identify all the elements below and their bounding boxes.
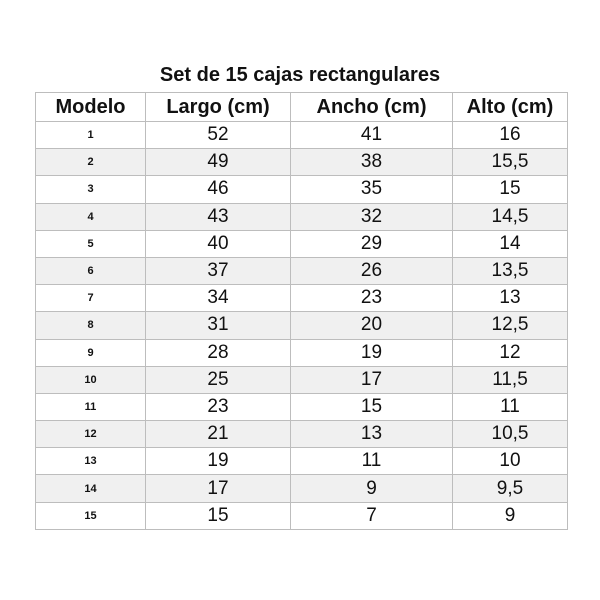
cell-largo: 49 <box>145 148 291 177</box>
cell-ancho: 13 <box>290 420 453 449</box>
cell-alto: 16 <box>452 120 568 150</box>
cell-largo: 31 <box>145 311 291 340</box>
table-row: 13 19 11 10 <box>35 447 568 476</box>
cell-modelo: 1 <box>35 120 146 150</box>
cell-ancho: 15 <box>290 392 453 422</box>
cell-modelo: 9 <box>35 338 146 367</box>
cell-modelo: 13 <box>35 447 146 476</box>
header-alto: Alto (cm) <box>452 92 568 122</box>
cell-modelo: 15 <box>35 501 146 530</box>
cell-alto: 10,5 <box>452 420 568 449</box>
cell-ancho: 23 <box>290 284 453 313</box>
cell-ancho: 41 <box>290 120 453 150</box>
cell-modelo: 10 <box>35 365 146 394</box>
table-row: 12 21 13 10,5 <box>35 420 568 449</box>
cell-ancho: 17 <box>290 365 453 394</box>
cell-largo: 17 <box>145 474 291 503</box>
cell-modelo: 7 <box>35 284 146 313</box>
cell-modelo: 5 <box>35 229 146 258</box>
cell-alto: 11 <box>452 392 568 422</box>
table-row: 1 52 41 16 <box>35 120 568 150</box>
cell-largo: 34 <box>145 284 291 313</box>
header-largo: Largo (cm) <box>145 92 291 122</box>
cell-alto: 15,5 <box>452 148 568 177</box>
cell-alto: 13,5 <box>452 256 568 286</box>
cell-ancho: 19 <box>290 338 453 367</box>
header-row: Modelo Largo (cm) Ancho (cm) Alto (cm) <box>35 92 568 122</box>
cell-largo: 21 <box>145 420 291 449</box>
cell-ancho: 38 <box>290 148 453 177</box>
cell-largo: 28 <box>145 338 291 367</box>
cell-largo: 37 <box>145 256 291 286</box>
table-row: 15 15 7 9 <box>35 501 568 530</box>
cell-modelo: 4 <box>35 202 146 231</box>
cell-largo: 46 <box>145 175 291 204</box>
cell-largo: 40 <box>145 229 291 258</box>
cell-alto: 11,5 <box>452 365 568 394</box>
cell-alto: 10 <box>452 447 568 476</box>
cell-ancho: 32 <box>290 202 453 231</box>
header-ancho: Ancho (cm) <box>290 92 453 122</box>
table-row: 2 49 38 15,5 <box>35 148 568 177</box>
cell-ancho: 7 <box>290 501 453 530</box>
table-row: 8 31 20 12,5 <box>35 311 568 340</box>
cell-largo: 19 <box>145 447 291 476</box>
cell-alto: 9 <box>452 501 568 530</box>
cell-ancho: 35 <box>290 175 453 204</box>
table-row: 14 17 9 9,5 <box>35 474 568 503</box>
cell-alto: 9,5 <box>452 474 568 503</box>
cell-modelo: 3 <box>35 175 146 204</box>
table-row: 11 23 15 11 <box>35 392 568 422</box>
table-title: Set de 15 cajas rectangulares <box>159 64 441 86</box>
cell-alto: 15 <box>452 175 568 204</box>
cell-ancho: 20 <box>290 311 453 340</box>
header-modelo: Modelo <box>35 92 146 122</box>
cell-alto: 13 <box>452 284 568 313</box>
cell-modelo: 6 <box>35 256 146 286</box>
boxes-table: Modelo Largo (cm) Ancho (cm) Alto (cm) 1… <box>35 92 568 530</box>
cell-modelo: 8 <box>35 311 146 340</box>
cell-modelo: 2 <box>35 148 146 177</box>
table-row: 5 40 29 14 <box>35 229 568 258</box>
cell-ancho: 11 <box>290 447 453 476</box>
table-row: 6 37 26 13,5 <box>35 256 568 286</box>
cell-largo: 23 <box>145 392 291 422</box>
cell-alto: 12 <box>452 338 568 367</box>
cell-ancho: 29 <box>290 229 453 258</box>
cell-largo: 15 <box>145 501 291 530</box>
cell-modelo: 11 <box>35 392 146 422</box>
cell-alto: 12,5 <box>452 311 568 340</box>
cell-modelo: 14 <box>35 474 146 503</box>
table-row: 7 34 23 13 <box>35 284 568 313</box>
cell-alto: 14 <box>452 229 568 258</box>
cell-ancho: 26 <box>290 256 453 286</box>
table-row: 10 25 17 11,5 <box>35 365 568 394</box>
cell-largo: 25 <box>145 365 291 394</box>
cell-largo: 43 <box>145 202 291 231</box>
table-row: 3 46 35 15 <box>35 175 568 204</box>
table-row: 4 43 32 14,5 <box>35 202 568 231</box>
table-row: 9 28 19 12 <box>35 338 568 367</box>
cell-ancho: 9 <box>290 474 453 503</box>
cell-modelo: 12 <box>35 420 146 449</box>
cell-largo: 52 <box>145 120 291 150</box>
cell-alto: 14,5 <box>452 202 568 231</box>
